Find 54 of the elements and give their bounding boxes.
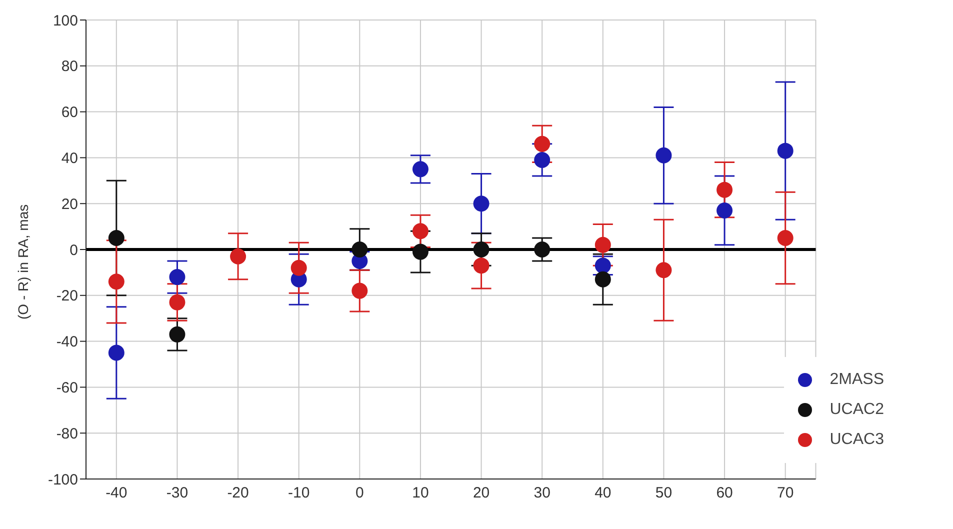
x-tick-label: 50 bbox=[655, 484, 672, 502]
point bbox=[534, 152, 550, 168]
y-tick-label: -40 bbox=[56, 334, 78, 351]
y-tick-label: 40 bbox=[61, 150, 78, 168]
point bbox=[108, 274, 124, 290]
x-tick-label: -10 bbox=[288, 484, 310, 502]
x-tick-label: 60 bbox=[716, 484, 733, 502]
x-tick-label: 0 bbox=[355, 484, 364, 502]
point bbox=[473, 242, 490, 258]
point bbox=[412, 244, 428, 260]
x-tick-label: 30 bbox=[534, 484, 550, 502]
point bbox=[412, 223, 428, 240]
legend-label: UCAC3 bbox=[830, 431, 884, 448]
point bbox=[534, 242, 550, 258]
y-tick-label: -100 bbox=[48, 471, 78, 488]
x-tick-label: 70 bbox=[777, 484, 794, 502]
y-tick-label: 100 bbox=[52, 12, 78, 30]
point bbox=[473, 258, 490, 274]
x-tick-label: 10 bbox=[412, 484, 429, 502]
y-tick-label: 20 bbox=[61, 196, 78, 213]
point bbox=[169, 269, 186, 286]
point bbox=[108, 344, 124, 361]
point bbox=[716, 202, 733, 218]
point bbox=[594, 271, 611, 288]
y-tick-label: 60 bbox=[61, 104, 78, 122]
point bbox=[473, 196, 490, 212]
legend-label: UCAC2 bbox=[830, 401, 884, 418]
x-tick-label: 40 bbox=[594, 484, 612, 502]
x-tick-label: -30 bbox=[166, 484, 188, 502]
point bbox=[777, 230, 794, 246]
point bbox=[169, 326, 186, 342]
point bbox=[656, 262, 672, 278]
point bbox=[230, 248, 246, 264]
x-tick-label: 20 bbox=[472, 484, 490, 502]
point bbox=[594, 236, 611, 253]
y-axis-title: (O - R) in RA, mas bbox=[14, 204, 31, 320]
y-tick-label: 80 bbox=[61, 58, 78, 76]
point bbox=[169, 294, 186, 310]
point bbox=[352, 282, 368, 299]
point bbox=[108, 230, 124, 246]
legend-label: 2MASS bbox=[830, 371, 884, 388]
y-tick-label: -20 bbox=[56, 288, 78, 305]
point bbox=[656, 147, 672, 164]
point bbox=[352, 242, 368, 258]
point bbox=[290, 260, 307, 276]
x-tick-label: -40 bbox=[106, 484, 128, 502]
point bbox=[777, 142, 794, 159]
y-tick-label: 0 bbox=[70, 242, 78, 259]
y-tick-label: -60 bbox=[56, 380, 78, 397]
point bbox=[412, 161, 428, 178]
x-tick-label: -20 bbox=[227, 484, 249, 502]
y-tick-label: -80 bbox=[56, 425, 78, 442]
point bbox=[716, 182, 733, 198]
point bbox=[534, 136, 550, 152]
